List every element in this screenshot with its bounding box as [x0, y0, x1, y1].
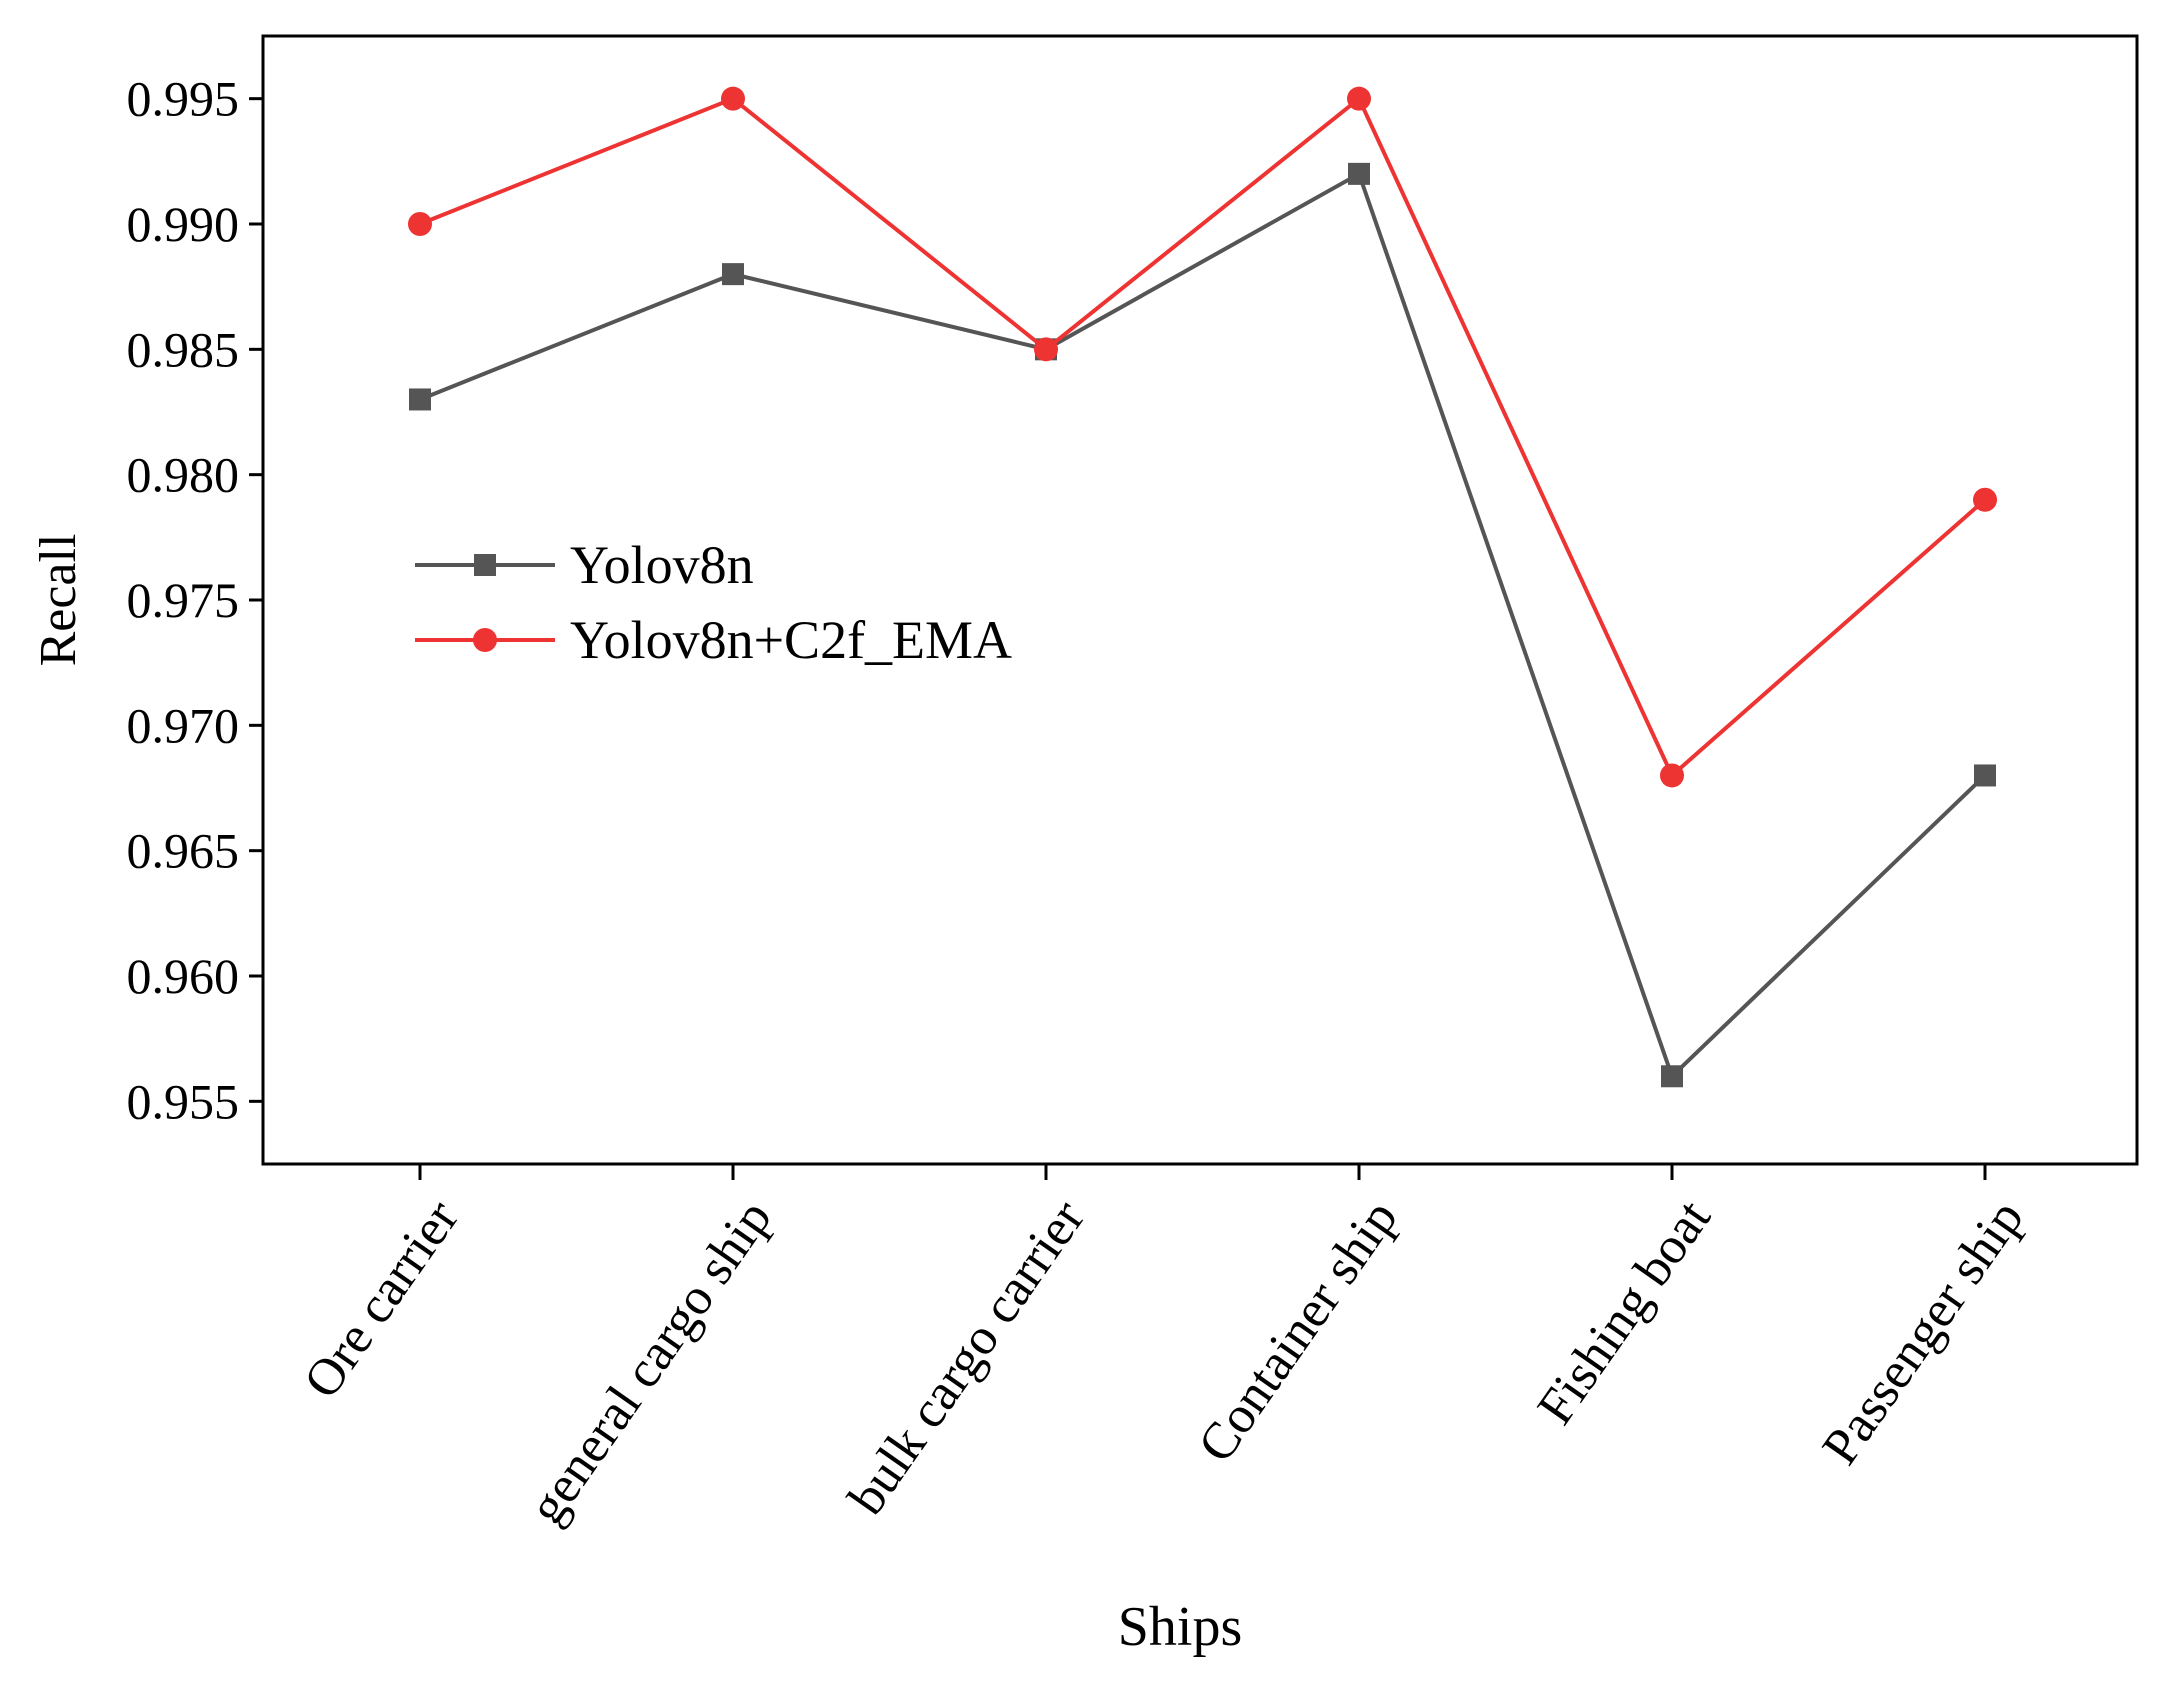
y-axis-ticks: 0.955 0.960 0.965 0.970 0.975 0.980 0.985 0.990…	[127, 71, 263, 1129]
y-tick-label: 0.995	[127, 71, 240, 127]
data-point-circle	[1660, 763, 1684, 788]
data-point-circle	[721, 86, 745, 111]
legend-label: Yolov8n	[570, 535, 754, 595]
legend-marker-circle	[473, 628, 497, 652]
y-tick-label: 0.955	[127, 1073, 240, 1129]
y-tick-label: 0.965	[127, 823, 240, 879]
x-tick-label: Container ship	[1187, 1190, 1408, 1472]
y-axis-label: Recall	[30, 534, 87, 667]
data-point-square	[409, 388, 431, 411]
x-tick-label: Fishing boat	[1527, 1190, 1722, 1435]
plot-frame	[261, 34, 2139, 1166]
series-line-2	[419, 95, 1987, 779]
y-tick-label: 0.960	[127, 948, 240, 1004]
data-point-square	[1348, 162, 1370, 185]
data-point-circle	[408, 212, 432, 236]
data-point-circle	[1973, 487, 1997, 512]
y-tick-label: 0.990	[127, 196, 240, 252]
data-point-circle	[1347, 86, 1371, 111]
y-tick-label: 0.980	[127, 447, 240, 503]
legend: Yolov8n Yolov8n+C2f_EMA	[415, 535, 1012, 670]
y-tick-label: 0.970	[127, 697, 240, 753]
series-line-1	[419, 170, 1987, 1080]
y-tick-label: 0.985	[127, 321, 240, 377]
y-tick-label: 0.975	[127, 572, 240, 628]
x-tick-label: general cargo ship	[518, 1190, 783, 1534]
legend-label: Yolov8n+C2f_EMA	[570, 610, 1012, 670]
legend-marker-square	[474, 554, 496, 576]
data-point-square	[722, 263, 744, 286]
series-layer	[408, 86, 1997, 1088]
data-point-square	[1661, 1065, 1683, 1088]
x-tick-label: Ore carrier	[293, 1190, 470, 1408]
data-point-circle	[1034, 337, 1058, 362]
x-axis-ticks: Ore carrier general cargo ship bulk cargo …	[293, 1164, 2035, 1534]
x-axis-label: Ships	[1118, 1596, 1243, 1658]
x-tick-label: bulk cargo carrier	[838, 1190, 1096, 1525]
x-tick-label: Passenger ship	[1812, 1190, 2035, 1475]
data-point-square	[1974, 764, 1996, 787]
